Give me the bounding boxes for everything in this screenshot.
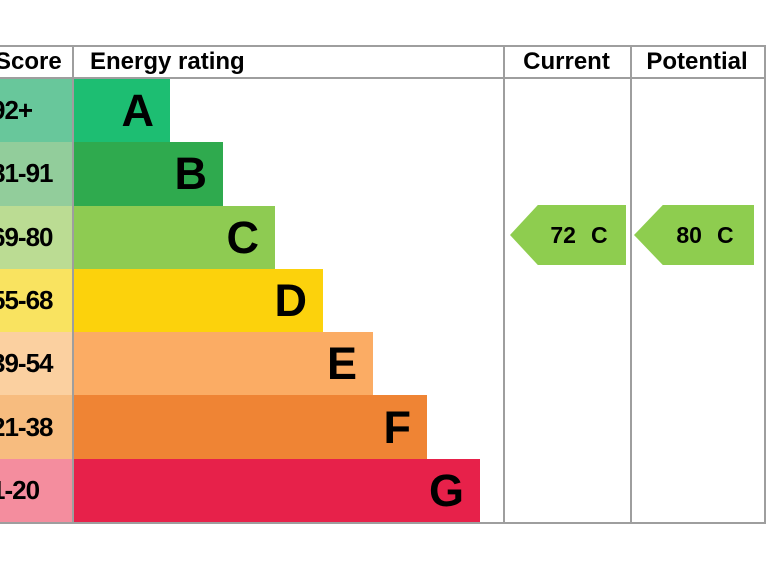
- band-letter-c: C: [226, 211, 260, 263]
- score-range-d: 55-68: [0, 284, 53, 315]
- band-bar-b: B: [74, 142, 223, 206]
- score-range-e: 39-54: [0, 348, 53, 379]
- score-cell-b: 81-91: [0, 142, 72, 206]
- band-row-b: 81-91 B: [0, 142, 766, 206]
- potential-rating-arrow: 80 C: [634, 205, 754, 265]
- score-cell-f: 21-38: [0, 395, 72, 459]
- score-cell-d: 55-68: [0, 268, 72, 333]
- band-letter-f: F: [383, 401, 412, 453]
- band-bar-a: A: [74, 79, 170, 143]
- band-letter-g: G: [428, 464, 464, 516]
- column-header-energy-rating-label: Energy rating: [90, 48, 245, 75]
- band-letter-e: E: [326, 338, 357, 390]
- band-bar-e: E: [74, 332, 373, 396]
- score-range-f: 21-38: [0, 411, 53, 442]
- band-rows: 92+ A 81-91 B 69-80 C 55-68 D 39-54 E 21…: [0, 79, 766, 522]
- band-row-c: 69-80 C: [0, 205, 766, 269]
- score-cell-e: 39-54: [0, 332, 72, 396]
- score-range-b: 81-91: [0, 158, 53, 189]
- score-cell-c: 69-80: [0, 205, 72, 269]
- energy-column-divider: [503, 45, 505, 524]
- score-range-a: 92+: [0, 95, 33, 126]
- current-rating-arrow: 72 C: [510, 205, 626, 265]
- band-bar-g: G: [74, 458, 480, 522]
- band-letter-a: A: [121, 85, 155, 137]
- score-cell-g: 1-20: [0, 458, 72, 522]
- current-column-divider: [630, 45, 632, 524]
- table-top-border: [0, 45, 766, 47]
- band-bar-d: D: [74, 268, 323, 333]
- band-row-d: 55-68 D: [0, 268, 766, 333]
- table-bottom-border: [0, 522, 766, 524]
- band-bar-c: C: [74, 205, 275, 269]
- score-cell-a: 92+: [0, 79, 72, 143]
- current-rating-value: 72: [550, 221, 576, 248]
- band-letter-b: B: [174, 148, 208, 200]
- band-row-g: 1-20 G: [0, 458, 766, 522]
- potential-rating-value: 80: [676, 221, 702, 248]
- band-row-f: 21-38 F: [0, 395, 766, 459]
- potential-rating-band: C: [716, 221, 734, 248]
- band-row-e: 39-54 E: [0, 332, 766, 396]
- column-header-current-label: Current: [523, 48, 610, 75]
- score-column-divider: [72, 45, 74, 524]
- band-bar-f: F: [74, 395, 427, 459]
- column-header-current: Current: [505, 47, 628, 77]
- table-right-border: [764, 45, 766, 524]
- column-header-energy-rating: Energy rating: [90, 47, 245, 77]
- column-header-score-label: Score: [0, 48, 62, 75]
- band-row-a: 92+ A: [0, 79, 766, 143]
- column-header-score: Score: [0, 47, 72, 77]
- band-letter-d: D: [274, 274, 308, 326]
- column-header-potential: Potential: [632, 47, 762, 77]
- current-rating-band: C: [590, 221, 608, 248]
- score-range-g: 1-20: [0, 474, 40, 505]
- column-header-potential-label: Potential: [646, 48, 748, 75]
- score-range-c: 69-80: [0, 221, 53, 252]
- header-bottom-border: [0, 77, 766, 79]
